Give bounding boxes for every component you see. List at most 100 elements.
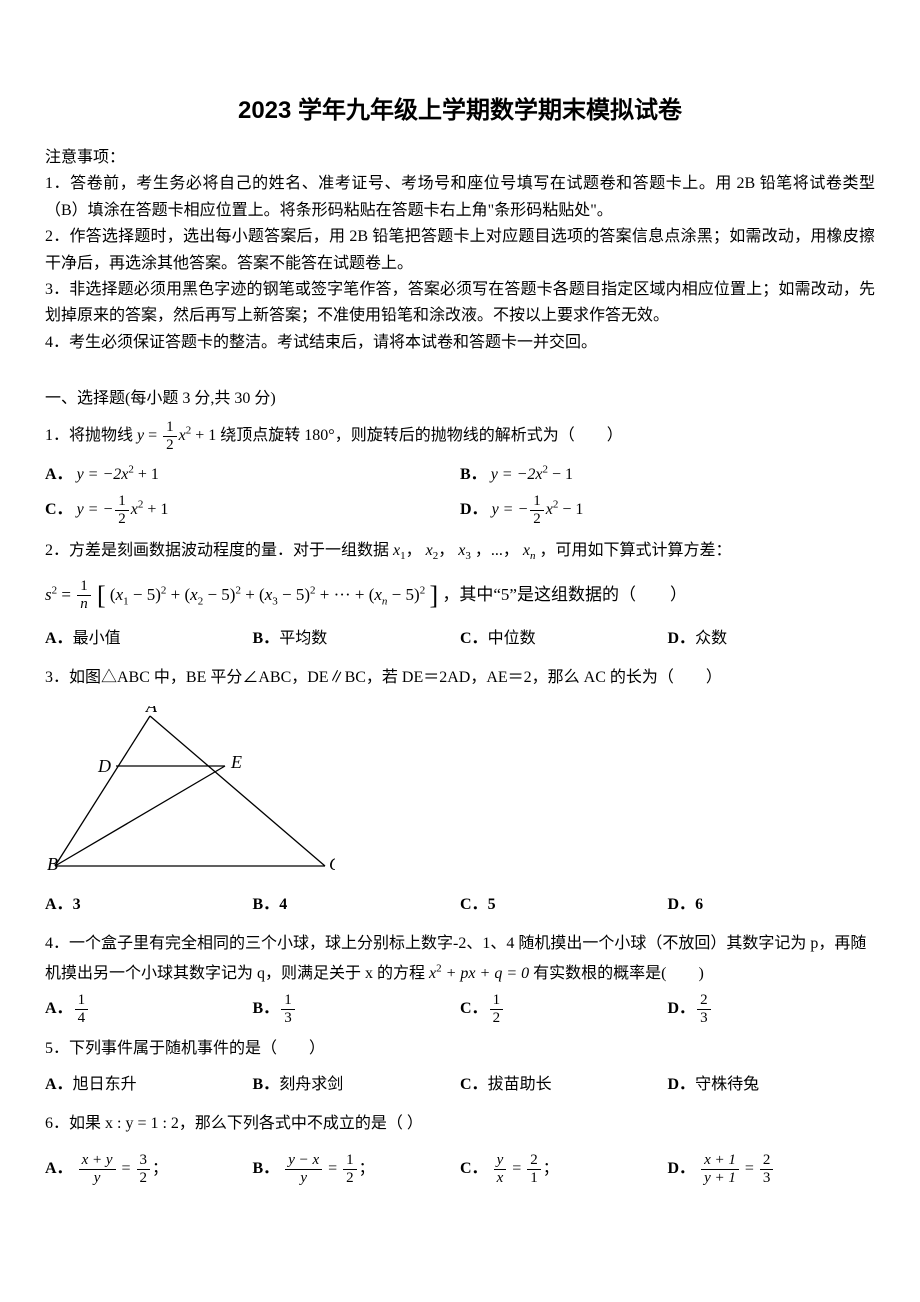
q1-x: x: [179, 427, 186, 444]
q5-opt-d: D．守株待兔: [668, 1069, 876, 1101]
q2-l1b: ，可用如下算式计算方差：: [540, 542, 732, 559]
q6-brd: 2: [343, 1170, 357, 1186]
q2-formula: s2 = 1n [ (x1 − 5)2 + (x2 − 5)2 + (x3 − …: [45, 576, 875, 613]
question-2: 2．方差是刻画数据波动程度的量．对于一组数据 x1， x2， x3 ，...， …: [45, 536, 875, 566]
q4-options: A．14 B．13 C．12 D．23: [45, 993, 875, 1026]
q5-opt-b: B．刻舟求剑: [253, 1069, 461, 1101]
q3-b: 4: [279, 896, 287, 913]
q5-b: 刻舟求剑: [279, 1076, 343, 1093]
q2-d-l: D．: [668, 630, 696, 647]
q2-options: A．最小值 B．平均数 C．中位数 D．众数: [45, 623, 875, 655]
q1-d-n: 1: [530, 494, 544, 511]
q6-dd: y + 1: [701, 1170, 739, 1186]
q2-l2t: ，其中“5”是这组数据的（ ）: [442, 585, 687, 604]
q1-prefix: 1．将抛物线: [45, 427, 137, 444]
q4-a-l: A．: [45, 1001, 73, 1018]
q2-m3: − 5: [278, 585, 305, 604]
q3-d-l: D．: [668, 896, 696, 913]
q2-opt-c: C．中位数: [460, 623, 668, 655]
q2-s: s: [45, 585, 52, 604]
question-3: 3．如图△ABC 中，BE 平分∠ABC，DE∥BC，若 DE＝2AD，AE＝2…: [45, 663, 875, 693]
q3-opt-a: A．3: [45, 889, 253, 921]
q1-frac-d: 2: [163, 437, 177, 453]
q2-c-l: C．: [460, 630, 488, 647]
question-6: 6．如果 x : y = 1 : 2，那么下列各式中不成立的是（ ）: [45, 1109, 875, 1139]
q6-a-tail: ；: [152, 1160, 168, 1177]
question-4-line1: 4．一个盒子里有完全相同的三个小球，球上分别标上数字-2、1、4 随机摸出一个小…: [45, 929, 875, 959]
q6-an: x + y: [79, 1153, 116, 1170]
exam-page: 2023 学年九年级上学期数学期末模拟试卷 注意事项： 1．答卷前，考生务必将自…: [0, 0, 920, 1302]
svg-text:B: B: [47, 854, 58, 874]
q4-b-l: B．: [253, 1001, 280, 1018]
q6-b-l: B．: [253, 1160, 280, 1177]
notice-1: 1．答卷前，考生务必将自己的姓名、准考证号、考场号和座位号填写在试题卷和答题卡上…: [45, 171, 875, 224]
q6-drd: 3: [760, 1170, 774, 1186]
q2-mn: − 5: [387, 585, 414, 604]
q2-close: ]: [429, 581, 438, 610]
q3-options: A．3 B．4 C．5 D．6: [45, 889, 875, 921]
q2-tx1: x: [116, 585, 124, 604]
q1-d-x: x: [546, 501, 553, 518]
svg-text:D: D: [97, 756, 111, 776]
q6-text: 6．如果 x : y = 1 : 2，那么下列各式中不成立的是（ ）: [45, 1115, 423, 1132]
q2-c: 中位数: [488, 630, 536, 647]
q2-l1a: 2．方差是刻画数据波动程度的量．对于一组数据: [45, 542, 393, 559]
q3-figure: ABCDE: [45, 706, 875, 881]
q1-c-t2: + 1: [143, 501, 168, 518]
q6-opt-c: C． yx = 21；: [460, 1153, 668, 1186]
q1-b-tail: − 1: [548, 466, 573, 483]
q2-fd: n: [77, 596, 91, 612]
q2-p2: +: [241, 585, 259, 604]
svg-text:E: E: [230, 752, 242, 772]
q6-brn: 1: [343, 1153, 357, 1170]
q2-sn: n: [530, 550, 536, 562]
q1-b-label: B．: [460, 466, 487, 483]
q6-opt-a: A． x + yy = 32；: [45, 1153, 253, 1186]
q1-options: A． y = −2x2 + 1 B． y = −2x2 − 1 C． y = −…: [45, 457, 875, 527]
q6-ard: 2: [137, 1170, 151, 1186]
q2-xn: x: [523, 542, 530, 559]
q2-b-l: B．: [253, 630, 280, 647]
q6-arn: 3: [137, 1153, 151, 1170]
q5-opt-a: A．旭日东升: [45, 1069, 253, 1101]
q6-crd: 1: [527, 1170, 541, 1186]
q4-mid: + px + q = 0: [442, 965, 530, 982]
q6-crn: 2: [527, 1153, 541, 1170]
q3-a-l: A．: [45, 896, 73, 913]
q1-c-d: 2: [115, 511, 129, 527]
q2-tx2: x: [190, 585, 198, 604]
q6-opt-d: D． x + 1y + 1 = 23: [668, 1153, 876, 1186]
q6-bd: y: [285, 1170, 322, 1186]
q3-opt-b: B．4: [253, 889, 461, 921]
q2-b: 平均数: [279, 630, 327, 647]
q2-m1: − 5: [129, 585, 156, 604]
q1-d-label: D．: [460, 501, 488, 518]
q3-opt-c: C．5: [460, 889, 668, 921]
notice-2: 2．作答选择题时，选出每小题答案后，用 2B 铅笔把答题卡上对应题目选项的答案信…: [45, 224, 875, 277]
q2-open: [: [97, 581, 106, 610]
q5-options: A．旭日东升 B．刻舟求剑 C．拔苗助长 D．守株待兔: [45, 1069, 875, 1101]
question-5: 5．下列事件属于随机事件的是（ ）: [45, 1034, 875, 1064]
question-4-line2: 机摸出另一个小球其数字记为 q，则满足关于 x 的方程 x2 + px + q …: [45, 959, 875, 989]
q4-opt-b: B．13: [253, 993, 461, 1026]
q1-opt-a: A． y = −2x2 + 1: [45, 457, 460, 492]
q1-opt-c: C． y = −12x2 + 1: [45, 492, 460, 527]
question-1: 1．将抛物线 y = 12x2 + 1 绕顶点旋转 180°，则旋转后的抛物线的…: [45, 420, 875, 453]
q4-l2b: 有实数根的概率是( ): [533, 965, 704, 982]
q4-l1: 4．一个盒子里有完全相同的三个小球，球上分别标上数字-2、1、4 随机摸出一个小…: [45, 935, 866, 952]
q2-fn: 1: [77, 579, 91, 596]
q3-b-l: B．: [253, 896, 280, 913]
q6-beq: =: [324, 1160, 341, 1177]
notice-4: 4．考生必须保证答题卡的整洁。考试结束后，请将本试卷和答题卡一并交回。: [45, 330, 875, 356]
q6-opt-b: B． y − xy = 12；: [253, 1153, 461, 1186]
q2-c1: ，: [406, 542, 422, 559]
q1-c-n: 1: [115, 494, 129, 511]
q4-dn: 2: [697, 993, 711, 1010]
q2-p1: +: [166, 585, 184, 604]
q1-c-label: C．: [45, 501, 73, 518]
q4-l2a: 机摸出另一个小球其数字记为 q，则满足关于 x 的方程: [45, 965, 429, 982]
q4-bd: 3: [281, 1010, 295, 1026]
q6-cd: x: [494, 1170, 507, 1186]
q6-options: A． x + yy = 32； B． y − xy = 12； C． yx = …: [45, 1153, 875, 1186]
q1-a-tail: + 1: [134, 466, 159, 483]
